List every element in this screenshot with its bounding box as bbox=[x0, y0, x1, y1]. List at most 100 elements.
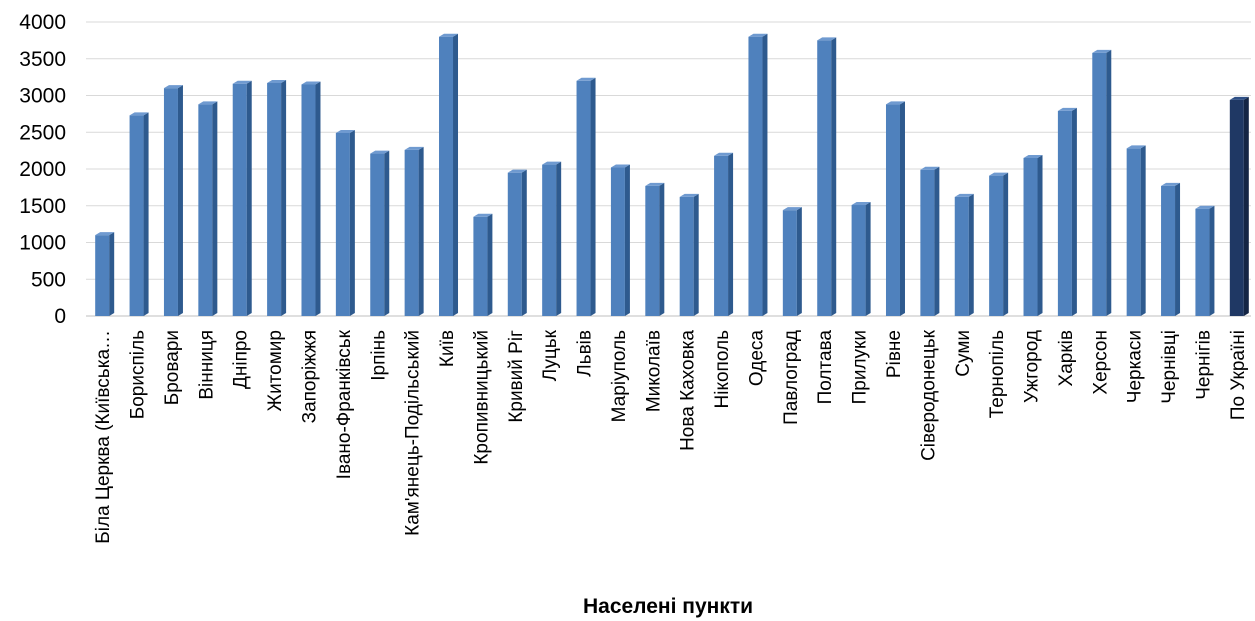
x-tick-label: Чернівці bbox=[1159, 330, 1180, 404]
bar bbox=[679, 193, 699, 316]
bar bbox=[301, 81, 321, 316]
bar-top bbox=[989, 172, 1009, 176]
bar bbox=[370, 150, 390, 316]
x-tick-label: Луцьк bbox=[540, 329, 561, 381]
bar-top bbox=[920, 166, 940, 170]
bar-side bbox=[693, 193, 699, 316]
bar bbox=[885, 101, 905, 316]
x-tick-label: Сіверодонецьк bbox=[918, 329, 939, 461]
bar bbox=[335, 129, 355, 316]
bar-front bbox=[679, 196, 694, 316]
x-tick-label: Вінниця bbox=[196, 330, 217, 400]
x-tick-label: Миколаїв bbox=[643, 330, 664, 412]
bar bbox=[645, 182, 665, 316]
bar-front bbox=[817, 40, 832, 316]
bar-top bbox=[885, 101, 905, 105]
bar-side bbox=[212, 101, 218, 316]
x-tick-label: По Україні bbox=[1228, 330, 1249, 420]
bar bbox=[1092, 49, 1112, 317]
y-tick-label: 1500 bbox=[19, 195, 66, 218]
bar-front bbox=[1126, 148, 1141, 316]
bar-front bbox=[267, 83, 282, 316]
bar bbox=[851, 202, 871, 316]
x-tick-label: Кропивницький bbox=[471, 330, 492, 465]
bar-front bbox=[232, 83, 247, 317]
bar-front bbox=[851, 205, 866, 316]
bar-front bbox=[954, 196, 969, 316]
bar-front bbox=[1057, 110, 1072, 316]
bar-front bbox=[885, 104, 900, 316]
bar-top bbox=[198, 101, 218, 105]
bar bbox=[576, 77, 596, 316]
bar-side bbox=[143, 112, 149, 316]
bar bbox=[473, 213, 493, 316]
bar-side bbox=[521, 169, 527, 316]
bar-side bbox=[899, 101, 905, 316]
bar-side bbox=[281, 80, 287, 316]
bar bbox=[232, 80, 252, 317]
bar-top bbox=[645, 182, 665, 186]
bar-top bbox=[95, 232, 115, 236]
bar-side bbox=[1209, 205, 1215, 316]
bar-front bbox=[473, 216, 488, 316]
bar-top bbox=[1161, 182, 1181, 186]
bar-top bbox=[473, 213, 493, 217]
x-axis-ticks: Біла Церква (Київська… Бориспіль Бровари Ві… bbox=[93, 329, 1249, 543]
x-tick-label: Нова Каховка bbox=[678, 330, 699, 451]
x-tick-label: Івано-Франківськ bbox=[334, 329, 355, 479]
bar-top bbox=[404, 146, 424, 150]
x-tick-label: Одеса bbox=[746, 330, 767, 387]
y-tick-label: 3000 bbox=[19, 85, 66, 108]
y-tick-label: 0 bbox=[54, 305, 66, 328]
bar-front bbox=[1092, 52, 1107, 317]
bar-side bbox=[177, 85, 183, 317]
x-tick-label: Полтава bbox=[815, 330, 836, 405]
x-tick-label: Ужгород bbox=[1022, 330, 1043, 403]
x-tick-label: Чернігів bbox=[1193, 330, 1214, 400]
bar-side bbox=[109, 232, 115, 316]
bar-top bbox=[1057, 107, 1077, 111]
x-tick-label: Київ bbox=[437, 330, 458, 367]
bar-top bbox=[163, 85, 183, 89]
bar bbox=[129, 112, 149, 316]
bar-side bbox=[934, 166, 940, 316]
bar-side bbox=[624, 164, 630, 316]
bar bbox=[1195, 205, 1215, 316]
bar-front bbox=[1161, 185, 1176, 316]
bar-front bbox=[198, 104, 213, 316]
bar-front bbox=[370, 153, 385, 316]
bar-top bbox=[576, 77, 596, 81]
bar-top bbox=[370, 150, 390, 154]
bar bbox=[1126, 145, 1146, 316]
y-tick-label: 2000 bbox=[19, 158, 66, 181]
x-tick-label: Маріуполь bbox=[609, 330, 630, 422]
bar-top bbox=[439, 33, 459, 37]
bar bbox=[542, 161, 562, 316]
x-tick-label: Дніпро bbox=[231, 330, 252, 389]
bar-front bbox=[163, 88, 178, 317]
bar-side bbox=[1106, 49, 1112, 317]
x-tick-label: Прилуки bbox=[850, 330, 871, 404]
bar-top bbox=[817, 37, 837, 41]
bar bbox=[163, 85, 183, 317]
bar bbox=[1229, 96, 1249, 316]
x-tick-label: Черкаси bbox=[1125, 330, 1146, 403]
bar-top bbox=[782, 207, 802, 211]
bar bbox=[817, 37, 837, 316]
bar-side bbox=[865, 202, 871, 316]
bar-front bbox=[920, 169, 935, 316]
y-axis-ticks: 0 500 1000 1500 2000 2500 3000 3500 4000 bbox=[19, 11, 66, 328]
x-tick-label: Павлоград bbox=[781, 330, 802, 425]
y-tick-label: 500 bbox=[31, 268, 66, 291]
x-tick-label: Житомир bbox=[265, 330, 286, 411]
bar-top bbox=[1195, 205, 1215, 209]
bar-top bbox=[954, 193, 974, 197]
bar-side bbox=[1140, 145, 1146, 316]
bar-front bbox=[1023, 157, 1038, 316]
bar-front bbox=[404, 149, 419, 316]
x-tick-label: Бориспіль bbox=[128, 330, 149, 419]
bar-side bbox=[556, 161, 562, 316]
bar-top bbox=[232, 80, 252, 84]
y-tick-label: 2500 bbox=[19, 121, 66, 144]
